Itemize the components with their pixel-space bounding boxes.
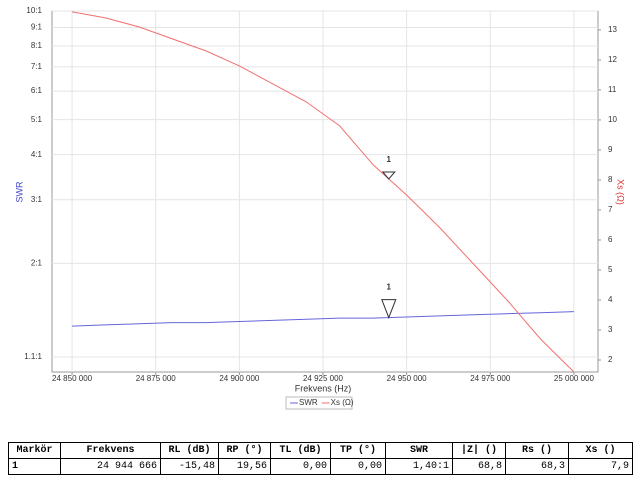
x-tick-label: 24 925 000 — [303, 374, 344, 383]
table-cell: 7,9 — [568, 458, 633, 475]
x-axis-title: Frekvens (Hz) — [295, 383, 352, 393]
column-header: Xs () — [568, 442, 633, 459]
y-tick-label: 6:1 — [31, 86, 43, 95]
chart: SWR Xs (Ω) Frekvens (Hz) 24 850 000 24 87… — [14, 6, 626, 410]
marker-label: 1 — [387, 155, 392, 164]
y2-tick-label: 8 — [608, 175, 613, 184]
y2-tick-label: 6 — [608, 235, 613, 244]
table-cell: 1 — [8, 458, 61, 475]
y2-tick-label: 10 — [608, 115, 617, 124]
x-tick-label: 24 950 000 — [387, 374, 428, 383]
y-tick-label: 8:1 — [31, 41, 43, 50]
y-tick-label: 9:1 — [31, 23, 43, 32]
y2-tick-label: 9 — [608, 145, 613, 154]
column-header: Frekvens — [60, 442, 161, 459]
table-cell: 1,40:1 — [385, 458, 453, 475]
y-tick-label: 7:1 — [31, 62, 43, 71]
table-cell: 0,00 — [270, 458, 331, 475]
table-cell: 68,3 — [505, 458, 569, 475]
y2-tick-label: 3 — [608, 325, 613, 334]
y-tick-label: 10:1 — [26, 6, 42, 15]
x-tick-label: 24 875 000 — [136, 374, 177, 383]
y2-tick-label: 12 — [608, 55, 617, 64]
legend-label: Xs (Ω) — [331, 398, 354, 407]
y2-tick-label: 2 — [608, 355, 613, 364]
table-cell: 19,56 — [218, 458, 271, 475]
column-header: RP (°) — [218, 442, 271, 459]
marker-label: 1 — [387, 283, 392, 292]
y-axis-title: SWR — [14, 181, 24, 202]
y-tick-label: 3:1 — [31, 195, 43, 204]
column-header: Rs () — [505, 442, 569, 459]
x-tick-label: 25 000 000 — [554, 374, 595, 383]
y2-tick-label: 11 — [608, 85, 617, 94]
y-tick-label: 5:1 — [31, 115, 43, 124]
y2-tick-label: 13 — [608, 25, 617, 34]
table-cell: 24 944 666 — [60, 458, 161, 475]
table-cell: 68,8 — [452, 458, 506, 475]
y2-tick-label: 7 — [608, 205, 613, 214]
legend-label: SWR — [299, 398, 318, 407]
column-header: RL (dB) — [160, 442, 219, 459]
series-line — [72, 311, 574, 327]
legend — [285, 396, 353, 410]
y-tick-label: 2:1 — [31, 258, 43, 267]
y2-tick-label: 5 — [608, 265, 613, 274]
column-header: TL (dB) — [270, 442, 331, 459]
table-cell: -15,48 — [160, 458, 219, 475]
column-header: |Z| () — [452, 442, 506, 459]
marker-table: Markör Frekvens RL (dB) RP (°) TL (dB) TP (°)… — [8, 442, 633, 475]
table-header: Markör Frekvens RL (dB) RP (°) TL (dB) TP (°)… — [8, 442, 633, 459]
x-tick-label: 24 975 000 — [470, 374, 511, 383]
y2-axis-title: Xs (Ω) — [616, 179, 626, 205]
marker-triangle — [381, 299, 397, 319]
table-body: 1 24 944 666 -15,48 19,56 0,00 0,00 1,40:1 68,8… — [8, 458, 633, 475]
column-header: Markör — [8, 442, 61, 459]
column-header: TP (°) — [330, 442, 386, 459]
y2-tick-label: 4 — [608, 295, 613, 304]
column-header: SWR — [385, 442, 453, 459]
x-tick-label: 24 900 000 — [219, 374, 260, 383]
table-cell: 0,00 — [330, 458, 386, 475]
marker-triangle — [381, 171, 396, 180]
table-row: 1 24 944 666 -15,48 19,56 0,00 0,00 1,40:1 68,8… — [8, 458, 633, 475]
plot-area — [51, 10, 599, 373]
x-tick-label: 24 850 000 — [52, 374, 93, 383]
y-tick-label: 1.1:1 — [24, 352, 42, 361]
y-tick-label: 4:1 — [31, 150, 43, 159]
series-line — [72, 11, 575, 373]
